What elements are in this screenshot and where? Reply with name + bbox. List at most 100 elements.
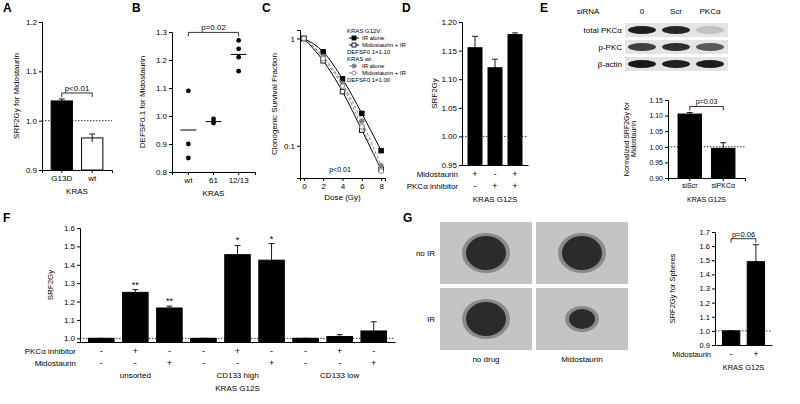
y-axis-title: SRF2Gy for Midostaurin [12, 53, 21, 139]
condition-value: + [337, 346, 342, 356]
legend-marker [352, 43, 356, 47]
y-tick-label: 1.1 [64, 316, 76, 325]
row-label: no IR [416, 249, 435, 258]
legend-note: DEFSF0.1=1.00 [347, 77, 391, 83]
tick-mark [297, 38, 300, 39]
error-bar [337, 335, 343, 339]
condition-value: - [100, 358, 103, 368]
error-bar [235, 245, 241, 263]
error-bar [492, 59, 498, 76]
bar [51, 101, 72, 170]
tick-mark [712, 232, 715, 233]
point [321, 50, 326, 55]
tick-mark [712, 317, 715, 318]
tick-mark [169, 144, 172, 145]
sphere [466, 236, 506, 270]
condition-value: + [235, 346, 240, 356]
significance-stars: * [236, 235, 240, 245]
tick-mark [77, 338, 80, 339]
legend-marker [352, 36, 356, 40]
x-tick: siPKCα [711, 178, 735, 189]
axis-line [81, 342, 396, 343]
tick-mark [459, 79, 462, 80]
y-axis-title: SRF2Gy [430, 78, 439, 109]
legend-label: IR alone [362, 63, 385, 69]
x-tick: wt [87, 170, 97, 183]
significance-stars: * [270, 234, 274, 244]
y-tick: 0.9 [26, 166, 42, 175]
y-tick: 1.15 [649, 97, 668, 104]
blot-band [662, 43, 690, 51]
x-axis [463, 165, 529, 167]
y-tick: 0.1 [284, 142, 300, 151]
x-tick: 61 [209, 172, 218, 185]
blot-band [628, 26, 656, 34]
tick-mark [665, 131, 668, 132]
legend-marker [352, 71, 356, 75]
condition-value: + [133, 346, 138, 356]
panel-label: A [3, 1, 12, 15]
blot-band [696, 43, 724, 51]
condition-value: + [269, 358, 274, 368]
x-tick-label: wt [183, 176, 193, 185]
tick-mark [39, 170, 42, 171]
y-tick-label: 1.0 [156, 112, 168, 121]
micrograph [536, 222, 628, 284]
bar [678, 114, 701, 178]
sphere-halo [558, 233, 606, 273]
row-label: IR [427, 315, 435, 324]
condition-label: Midostaurin [35, 359, 76, 368]
axis-line [77, 229, 81, 343]
x-tick: siScr [682, 178, 698, 189]
series-line [304, 38, 381, 165]
y-tick: 1.2 [64, 298, 80, 307]
x-tick: G13D [51, 170, 72, 183]
x-tick-label: 12/13 [229, 176, 250, 185]
x-tick-label: siPKCα [711, 182, 735, 189]
condition-value: - [494, 169, 497, 179]
condition-value: - [270, 346, 273, 356]
axis-line [669, 179, 746, 182]
text-line: DEFSF0.1 for Midostaurin [138, 56, 147, 148]
condition-label: PKCα inhibitor [407, 182, 459, 191]
tick-mark [712, 331, 715, 332]
y-axis: 0.11 [284, 31, 301, 179]
legend-note: KRAS G12V: [347, 28, 382, 34]
series-line [304, 38, 381, 150]
plot-area [180, 38, 246, 160]
condition-value: + [512, 181, 517, 191]
bar [89, 338, 115, 342]
significance-bracket [690, 106, 723, 110]
mean-line [180, 130, 196, 131]
bar [293, 338, 319, 342]
tick-mark [459, 22, 462, 23]
mean-line [231, 54, 247, 55]
y-axis: 0.951.001.051.101.151.20 [441, 18, 462, 170]
blot-row-label: p-PKC [598, 43, 622, 52]
figure: A G13D wt 0.9 1.0 1.1 1.2 SRF2Gy for Midostauri… [0, 0, 800, 404]
y-tick-label: 1.5 [64, 242, 76, 251]
p-value: p<0.01 [65, 84, 90, 93]
error-bar [687, 112, 693, 115]
tick-mark [169, 32, 172, 33]
point [236, 46, 241, 51]
text-line: SRF2Gy [430, 78, 439, 109]
legend-note: DEFSF0.1=1.10 [347, 49, 391, 55]
blot-band [662, 26, 690, 34]
axis-line [43, 171, 113, 174]
point [186, 142, 191, 147]
y-tick-label: 1.0 [26, 117, 38, 126]
y-tick-label: 1.05 [649, 128, 663, 135]
y-tick: 1.0 [26, 117, 42, 126]
y-tick: 1.3 [156, 28, 172, 37]
significance-stars: ** [166, 296, 174, 306]
blot-row-label: total PKCα [584, 26, 623, 35]
tick-mark [77, 302, 80, 303]
condition-value: + [512, 169, 517, 179]
tick-mark [323, 178, 324, 181]
plot-area [668, 112, 745, 178]
panel: Bwt6112/130.80.91.01.11.21.3DEFSF0.1 for… [132, 1, 256, 198]
y-axis-title: Clonogenic Survival Fraction [270, 53, 279, 155]
y-tick-label: 1.2 [156, 56, 168, 65]
tick-mark [712, 303, 715, 304]
